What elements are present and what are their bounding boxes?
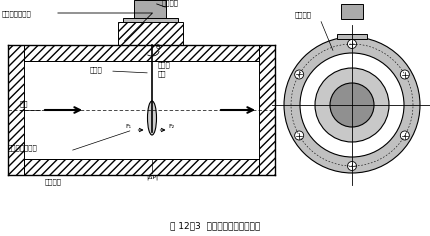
Circle shape [400, 70, 409, 79]
Text: |ΔP|: |ΔP| [146, 175, 158, 181]
Text: 图 12－3  靶式流量计结构示意图: 图 12－3 靶式流量计结构示意图 [170, 221, 260, 230]
Text: F₂: F₂ [169, 124, 175, 129]
Text: 密封形变金属片: 密封形变金属片 [2, 10, 32, 17]
Bar [8, 45, 24, 175]
Bar [341, 4, 363, 19]
Circle shape [295, 70, 304, 79]
Bar [24, 45, 259, 61]
Text: 仪表壳体: 仪表壳体 [45, 178, 62, 185]
Circle shape [295, 131, 304, 140]
Bar [134, 0, 166, 18]
Bar [117, 22, 182, 45]
Circle shape [400, 131, 409, 140]
Text: 位移角: 位移角 [158, 61, 171, 67]
Circle shape [347, 161, 356, 170]
Ellipse shape [147, 101, 157, 135]
Circle shape [347, 39, 356, 49]
Text: 靶周黏滞摩擦力: 靶周黏滞摩擦力 [8, 144, 38, 151]
Bar [24, 159, 259, 175]
Bar [123, 18, 178, 22]
Text: 流向: 流向 [20, 100, 28, 107]
Circle shape [300, 53, 404, 157]
Bar [259, 45, 275, 175]
Bar [337, 34, 367, 39]
Circle shape [330, 83, 374, 127]
Circle shape [315, 68, 389, 142]
Text: 智能表头: 智能表头 [162, 0, 179, 6]
Text: θ: θ [156, 44, 160, 50]
Text: 连接杆: 连接杆 [90, 66, 103, 73]
Text: 环形空间: 环形空间 [295, 11, 312, 18]
Text: 靶面: 靶面 [158, 70, 166, 77]
Circle shape [284, 37, 420, 173]
Text: F₁: F₁ [126, 124, 132, 129]
